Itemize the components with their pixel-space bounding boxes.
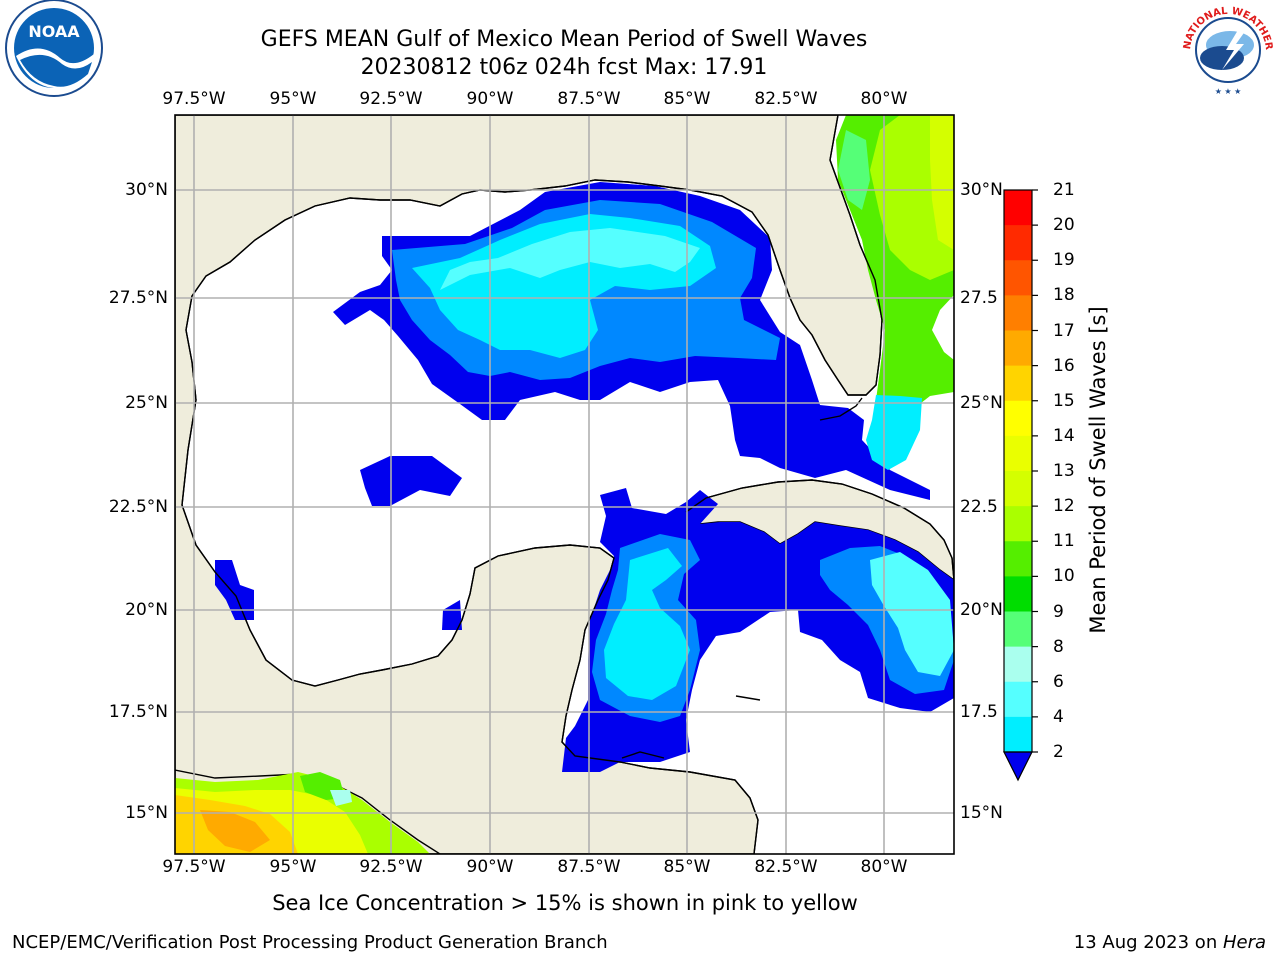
colorbar-extension <box>1003 751 1033 782</box>
colorbar-segment <box>1004 681 1032 718</box>
colorbar-label: Mean Period of Swell Waves [s] <box>1086 306 1110 634</box>
nws-logo-text: NATIONAL WEATHER SERVICE <box>0 0 1274 54</box>
colorbar-segment <box>1004 330 1032 367</box>
colorbar-tick-label: 18 <box>1053 285 1075 306</box>
lat-tick-right: 30°N <box>960 180 1003 200</box>
lon-tick-top: 97.5°W <box>162 89 226 109</box>
colorbar-segment <box>1004 435 1032 472</box>
colorbar-segment <box>1004 400 1032 437</box>
lat-tick-right: 22.5 <box>960 497 998 517</box>
coastlines <box>181 115 954 854</box>
colorbar-segment <box>1004 471 1032 507</box>
lat-tick-right: 27.5 <box>960 288 998 308</box>
lon-tick-bottom: 92.5°W <box>359 857 423 877</box>
lat-tick-right: 17.5 <box>960 702 998 722</box>
colorbar-tick-label: 13 <box>1053 461 1075 481</box>
swell-band-13-14-atlantic <box>930 115 954 250</box>
colorbar-segment <box>1004 541 1032 577</box>
lon-tick-top: 95°W <box>269 89 317 109</box>
lat-tick-left: 25°N <box>125 393 168 413</box>
lon-tick-top: 82.5°W <box>754 89 818 109</box>
lon-tick-bottom: 82.5°W <box>754 857 818 877</box>
colorbar-segment <box>1004 365 1032 402</box>
colorbar-tick-label: 2 <box>1053 742 1064 762</box>
lat-tick-right: 25°N <box>960 393 1003 413</box>
colorbar-tick-label: 9 <box>1053 601 1064 622</box>
swell-band-17-18-pacific <box>200 810 270 852</box>
swell-patch-bay-campeche <box>360 456 462 506</box>
footer-credit: NCEP/EMC/Verification Post Processing Pr… <box>12 932 608 953</box>
lon-tick-bottom: 97.5°W <box>162 857 226 877</box>
colorbar-segment <box>1004 646 1032 683</box>
colorbar-segment <box>1004 611 1032 648</box>
colorbar-segment <box>1004 260 1032 296</box>
swell-patch-small <box>442 600 462 630</box>
colorbar-tick-label: 6 <box>1053 671 1064 692</box>
nws-logo: NATIONAL WEATHER SERVICE ★ ★ ★ <box>0 0 1275 97</box>
lat-tick-left: 20°N <box>125 600 168 620</box>
colorbar-tick-label: 16 <box>1053 355 1075 376</box>
colorbar-tick-label: 14 <box>1053 425 1075 446</box>
lon-tick-bottom: 87.5°W <box>557 857 621 877</box>
sea-ice-note: Sea Ice Concentration > 15% is shown in … <box>272 891 858 915</box>
lat-tick-left: 15°N <box>125 803 168 823</box>
lon-tick-top: 92.5°W <box>359 89 423 109</box>
lon-tick-top: 85°W <box>663 89 711 109</box>
colorbar-segment <box>1004 576 1032 612</box>
noaa-logo-text: NOAA <box>28 22 80 41</box>
lat-tick-left: 27.5°N <box>108 288 168 308</box>
lon-tick-top: 87.5°W <box>557 89 621 109</box>
colorbar-segment <box>1004 716 1032 753</box>
noaa-logo: NOAA <box>5 0 103 97</box>
lon-tick-top: 90°W <box>466 89 514 109</box>
colorbar-tick-label: 10 <box>1053 566 1075 587</box>
footer-host: Hera <box>1222 932 1266 953</box>
colorbar-tick-label: 8 <box>1053 636 1064 657</box>
lon-tick-bottom: 85°W <box>663 857 711 877</box>
map-frame <box>174 114 955 855</box>
swell-band-8-9-east <box>870 552 954 676</box>
lat-tick-left: 17.5°N <box>108 702 168 722</box>
lat-tick-left: 30°N <box>125 180 168 200</box>
colorbar-tick-label: 20 <box>1053 215 1075 236</box>
colorbar-segment <box>1004 190 1032 226</box>
colorbar <box>1003 189 1038 782</box>
footer-date-text: 13 Aug 2023 on <box>1073 932 1223 953</box>
colorbar-segment <box>1004 506 1032 542</box>
lon-tick-top: 80°W <box>860 89 908 109</box>
lat-tick-right: 20°N <box>960 600 1003 620</box>
lat-tick-right: 15°N <box>960 803 1003 823</box>
chart-subtitle: 20230812 t06z 024h fcst Max: 17.91 <box>360 55 768 80</box>
colorbar-segment <box>1004 225 1032 261</box>
colorbar-tick-label: 21 <box>1053 180 1075 200</box>
colorbar-tick-label: 15 <box>1053 390 1075 411</box>
colorbar-tick-label: 4 <box>1053 706 1064 727</box>
swell-patch-mexico-coast <box>215 560 254 620</box>
svg-text:★ ★ ★: ★ ★ ★ <box>1215 87 1242 96</box>
colorbar-tick-label: 17 <box>1053 320 1075 341</box>
swell-band-6-8-keys <box>866 395 922 470</box>
colorbar-tick-label: 19 <box>1053 250 1075 271</box>
chart-title: GEFS MEAN Gulf of Mexico Mean Period of … <box>260 27 868 52</box>
lon-tick-bottom: 95°W <box>269 857 317 877</box>
swell-band-6-8-south <box>604 548 690 700</box>
svg-text:NATIONAL WEATHER SERVICE: NATIONAL WEATHER SERVICE <box>0 0 1274 54</box>
lon-tick-bottom: 90°W <box>466 857 514 877</box>
colorbar-segment <box>1004 295 1032 331</box>
swell-band-8-9 <box>440 228 700 290</box>
footer-date: 13 Aug 2023 on Hera <box>1074 932 1266 953</box>
colorbar-tick-label: 12 <box>1053 496 1075 517</box>
lon-tick-bottom: 80°W <box>860 857 908 877</box>
map-grid <box>175 115 954 854</box>
swell-period-field <box>175 115 954 854</box>
swell-band-8-9-pacific <box>330 790 352 806</box>
colorbar-tick-label: 11 <box>1053 531 1075 552</box>
lat-tick-left: 22.5°N <box>108 497 168 517</box>
